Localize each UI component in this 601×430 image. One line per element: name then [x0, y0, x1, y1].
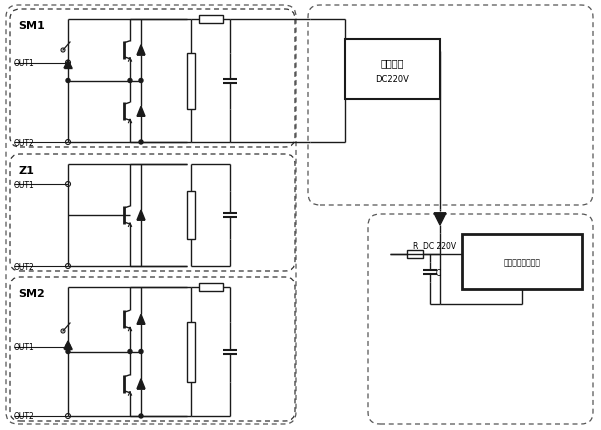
Text: OUT2: OUT2 — [14, 262, 35, 271]
Polygon shape — [434, 214, 446, 225]
Bar — [345, 40, 440, 100]
Text: SM2: SM2 — [18, 289, 44, 298]
Text: OUT2: OUT2 — [14, 412, 35, 421]
Text: OUT1: OUT1 — [14, 59, 35, 68]
Circle shape — [128, 79, 132, 83]
Circle shape — [66, 350, 70, 354]
Bar — [187, 53, 195, 109]
Text: SM1: SM1 — [18, 21, 44, 31]
Bar — [198, 283, 222, 291]
Polygon shape — [64, 341, 72, 349]
Circle shape — [139, 79, 143, 83]
Circle shape — [139, 141, 143, 144]
Circle shape — [139, 350, 143, 354]
Bar — [187, 191, 195, 240]
Circle shape — [66, 79, 70, 83]
Circle shape — [128, 350, 132, 354]
Bar — [198, 16, 222, 24]
Text: DC 220V: DC 220V — [423, 242, 456, 251]
Polygon shape — [137, 107, 145, 117]
Text: OUT1: OUT1 — [14, 342, 35, 351]
Text: 高压电源: 高压电源 — [381, 58, 404, 68]
Text: Z1: Z1 — [18, 166, 34, 175]
Text: OUT1: OUT1 — [14, 180, 35, 189]
Bar — [187, 322, 195, 381]
Polygon shape — [137, 46, 145, 55]
Text: OUT2: OUT2 — [14, 138, 35, 147]
Text: 阿尼模块控制回路: 阿尼模块控制回路 — [504, 258, 540, 266]
Polygon shape — [137, 314, 145, 325]
Polygon shape — [137, 379, 145, 389]
Text: R: R — [412, 242, 418, 251]
Circle shape — [139, 414, 143, 418]
Bar — [462, 234, 582, 289]
Polygon shape — [64, 61, 72, 69]
Text: DC220V: DC220V — [376, 74, 409, 83]
Text: C: C — [436, 268, 441, 277]
Bar — [407, 250, 423, 258]
Polygon shape — [137, 211, 145, 221]
